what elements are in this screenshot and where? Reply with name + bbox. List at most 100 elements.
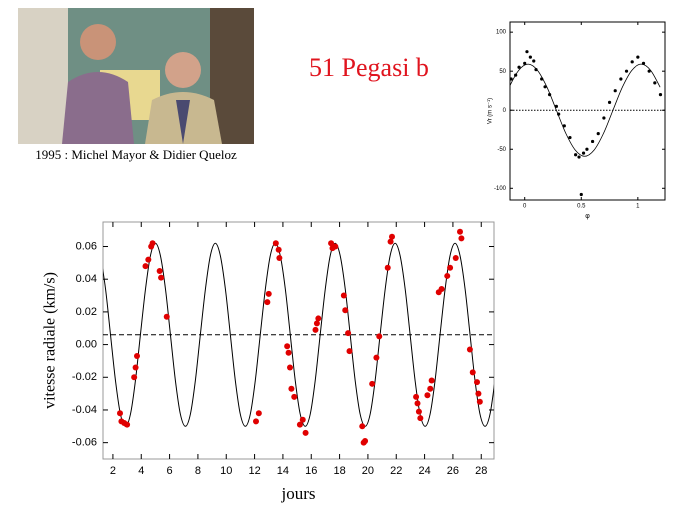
data-point <box>296 421 303 428</box>
data-point <box>428 377 435 384</box>
x-tick-label: 8 <box>195 465 201 477</box>
data-point <box>255 410 262 417</box>
data-point <box>658 93 663 97</box>
data-point <box>131 374 138 381</box>
data-point <box>528 55 532 59</box>
data-point <box>142 263 149 270</box>
data-point <box>523 61 527 65</box>
y-tick-label: 0.04 <box>76 273 97 285</box>
data-point <box>458 235 465 242</box>
data-point <box>253 418 259 425</box>
x-tick-label: 18 <box>333 465 345 477</box>
y-tick-label: 0.00 <box>76 338 97 350</box>
data-point <box>424 392 431 399</box>
data-point <box>647 69 651 73</box>
data-point <box>288 385 295 392</box>
y-tick-label: 50 <box>499 69 506 75</box>
y-tick-label: 100 <box>496 30 507 36</box>
data-point <box>149 240 156 247</box>
x-tick-label: 4 <box>138 465 144 477</box>
data-point <box>328 240 335 247</box>
x-tick-label: 24 <box>418 465 430 477</box>
data-point <box>641 61 646 65</box>
data-point <box>534 68 538 72</box>
data-point <box>346 348 353 355</box>
data-point <box>359 423 366 430</box>
data-point <box>636 55 640 59</box>
y-tick-label: 0.06 <box>76 240 97 252</box>
data-point <box>579 192 583 197</box>
data-point <box>624 69 629 73</box>
data-point <box>389 233 395 240</box>
data-point <box>284 343 291 350</box>
data-point <box>362 438 369 445</box>
data-point <box>276 254 283 261</box>
data-point <box>543 85 547 89</box>
data-point <box>299 416 306 423</box>
data-point <box>562 124 566 128</box>
data-point <box>132 364 139 371</box>
data-point <box>517 65 521 69</box>
data-point <box>607 100 612 105</box>
x-axis-label: φ <box>585 213 590 220</box>
data-point <box>415 408 422 415</box>
data-point <box>554 104 558 108</box>
data-point <box>532 59 536 63</box>
data-point <box>272 240 279 247</box>
y-tick-label: -0.02 <box>72 371 97 383</box>
x-tick-label: 22 <box>390 465 402 477</box>
y-tick-label: -50 <box>497 147 506 153</box>
data-point <box>452 254 459 261</box>
x-tick-label: 28 <box>475 465 487 477</box>
data-point <box>581 151 586 155</box>
data-point <box>577 155 581 159</box>
model-curve <box>510 63 661 157</box>
x-tick-label: 0 <box>523 204 527 210</box>
data-point <box>585 147 589 151</box>
x-tick-label: 20 <box>362 465 374 477</box>
data-point <box>574 153 578 157</box>
data-point <box>619 77 623 81</box>
data-point <box>315 315 322 322</box>
data-point <box>568 135 572 140</box>
data-point <box>427 385 434 392</box>
x-tick-label: 0.5 <box>577 204 586 210</box>
chart: 2 4 6 8 10 12 14 16 18 20 22 24 26 28-0.06-0.04-0.020… <box>42 221 495 503</box>
x-tick-label: 16 <box>305 465 317 477</box>
data-point <box>447 264 454 271</box>
y-tick-label: -100 <box>494 186 507 192</box>
data-point <box>342 307 349 314</box>
data-point <box>474 379 480 386</box>
plot-frame <box>509 21 666 201</box>
data-point <box>376 333 383 340</box>
data-point <box>457 228 463 235</box>
data-point <box>332 243 339 250</box>
data-point <box>285 349 292 356</box>
data-point <box>469 369 476 376</box>
data-point <box>384 264 391 271</box>
x-tick-label: 10 <box>220 465 232 477</box>
data-point <box>265 290 272 297</box>
x-tick-label: 1 <box>636 204 640 210</box>
y-tick-label: 0.02 <box>76 306 97 318</box>
data-point <box>373 354 380 361</box>
data-point <box>630 60 634 64</box>
data-point <box>466 346 473 353</box>
data-point <box>163 313 170 320</box>
data-point <box>369 380 376 387</box>
x-tick-label: 14 <box>277 465 289 477</box>
data-point <box>302 429 309 436</box>
data-point <box>264 299 271 306</box>
data-point <box>145 256 152 263</box>
data-point <box>444 272 451 279</box>
plot-frame <box>102 221 495 460</box>
data-point <box>345 330 352 337</box>
data-point <box>287 364 293 371</box>
x-axis-label: jours <box>281 484 316 503</box>
data-point <box>476 398 483 405</box>
slide-title: 51 Pegasi b <box>309 53 429 82</box>
data-point <box>514 73 518 77</box>
data-point <box>596 132 600 136</box>
data-point <box>387 238 394 245</box>
data-point <box>417 415 424 422</box>
